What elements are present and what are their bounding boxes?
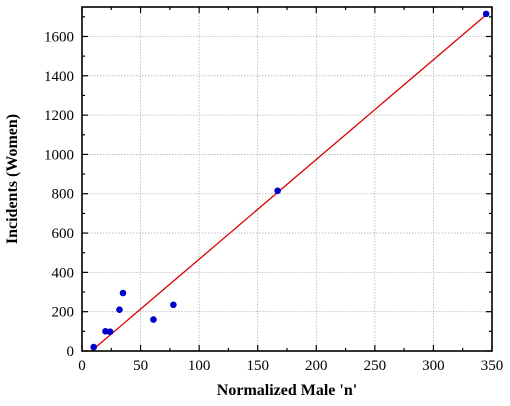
y-tick-label: 0 [67, 344, 75, 360]
axis-ticks [81, 7, 493, 352]
data-points [90, 10, 490, 351]
y-tick-label: 1400 [44, 69, 74, 85]
data-point [116, 306, 123, 314]
data-point [119, 289, 127, 297]
x-tick-label: 50 [133, 358, 148, 374]
y-tick-label: 1000 [44, 147, 74, 163]
trend-line [90, 12, 489, 352]
data-point [274, 187, 281, 195]
x-tick-label: 200 [305, 358, 328, 374]
data-point [170, 301, 177, 309]
x-tick-label: 100 [188, 358, 211, 374]
grid-lines [82, 7, 492, 351]
y-tick-label: 200 [52, 305, 75, 321]
y-tick-label: 400 [52, 265, 75, 281]
y-tick-label: 1600 [44, 29, 74, 45]
y-tick-label: 800 [52, 187, 75, 203]
data-point [150, 316, 157, 323]
plot-frame [81, 6, 493, 352]
y-tick-label: 600 [52, 226, 75, 242]
x-tick-label: 250 [364, 358, 387, 374]
x-axis-title: Normalized Male 'n' [217, 382, 357, 399]
x-tick-label: 350 [481, 358, 504, 374]
x-tick-label: 0 [78, 358, 86, 374]
y-tick-label: 1200 [44, 108, 74, 124]
data-point [106, 328, 114, 336]
x-tick-label: 300 [422, 358, 445, 374]
y-axis-title: Incidents (Women) [4, 114, 21, 244]
data-point [482, 10, 490, 18]
tick-labels: 0 50 100 150 200 250 300 350 0 200 400 600 800 1000 12… [44, 29, 503, 374]
trend-lines [90, 12, 489, 352]
data-point [90, 343, 98, 351]
x-tick-label: 150 [246, 358, 269, 374]
